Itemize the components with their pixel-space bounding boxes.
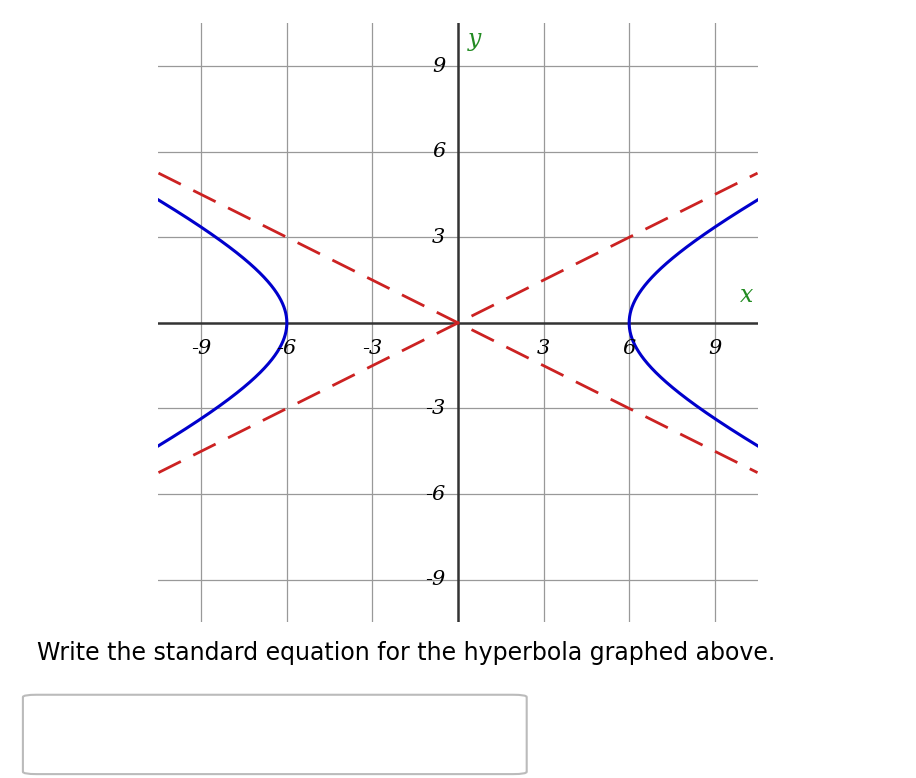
Text: 9: 9 (432, 57, 445, 75)
Text: 9: 9 (708, 338, 722, 358)
Text: -3: -3 (425, 399, 445, 418)
Text: -6: -6 (425, 485, 445, 503)
Text: 6: 6 (432, 142, 445, 161)
Text: -3: -3 (363, 338, 383, 358)
Text: 3: 3 (432, 228, 445, 247)
Text: 3: 3 (537, 338, 551, 358)
Text: -6: -6 (277, 338, 297, 358)
Text: Write the standard equation for the hyperbola graphed above.: Write the standard equation for the hype… (37, 641, 775, 665)
Text: y: y (468, 28, 482, 51)
FancyBboxPatch shape (23, 695, 527, 774)
Text: 6: 6 (623, 338, 636, 358)
Text: x: x (740, 284, 753, 307)
Text: -9: -9 (425, 570, 445, 589)
Text: -9: -9 (191, 338, 212, 358)
